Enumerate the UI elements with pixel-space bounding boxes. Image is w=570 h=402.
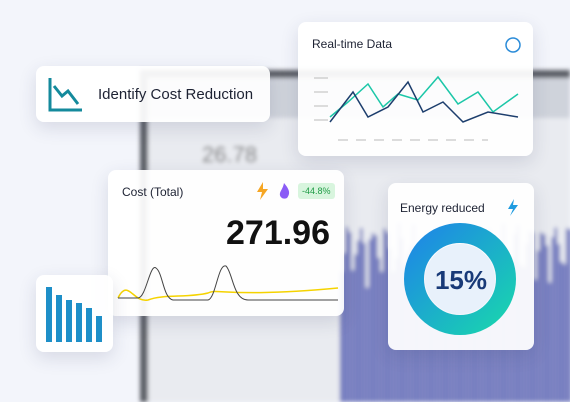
bg-bar	[366, 287, 369, 402]
bg-bar	[374, 235, 377, 402]
bars-card	[36, 275, 113, 352]
bg-bar	[540, 232, 543, 402]
realtime-card: Real-time Data	[298, 22, 533, 156]
bg-bar	[383, 228, 386, 402]
bg-bar	[369, 239, 372, 402]
bg-bar	[534, 279, 537, 402]
bg-bar	[360, 228, 363, 402]
bg-bar	[566, 228, 569, 402]
bg-bar	[357, 240, 360, 402]
realtime-sparkline	[314, 37, 521, 141]
bg-bar	[351, 270, 354, 402]
card-title: Identify Cost Reduction	[98, 86, 254, 103]
bg-bar	[545, 245, 549, 402]
bg-bar	[557, 244, 560, 402]
card-title: Energy reduced	[400, 201, 485, 215]
trend-down-icon	[48, 78, 82, 112]
bg-bar	[551, 237, 554, 402]
energy-value: 15%	[434, 265, 488, 295]
bg-bar	[371, 233, 375, 402]
energy-card: Energy reduced 15%	[388, 183, 534, 350]
bg-bar	[377, 257, 380, 402]
cost-card: Cost (Total) -44.8% 271.96	[108, 170, 344, 316]
cost-value: 271.96	[226, 214, 330, 252]
bg-metric: 26.78	[202, 142, 257, 167]
card-title: Cost (Total)	[122, 185, 184, 199]
bg-bar	[363, 242, 366, 402]
bg-bar	[345, 226, 348, 402]
bg-bar	[548, 282, 551, 402]
bg-bar	[537, 250, 540, 402]
cost-reduction-card: Identify Cost Reduction	[36, 66, 270, 122]
bars-icon	[46, 287, 102, 342]
bg-bar	[348, 232, 351, 402]
bg-bar	[354, 254, 357, 402]
bg-bar	[560, 261, 563, 402]
bg-bar	[543, 234, 546, 402]
bg-bar	[563, 264, 566, 402]
energy-donut	[404, 199, 518, 335]
change-badge: -44.8%	[298, 183, 335, 199]
bg-bar	[554, 227, 557, 402]
bg-bar	[340, 272, 343, 402]
bg-bar	[386, 232, 389, 402]
card-title: Real-time Data	[312, 37, 393, 51]
energy-icons	[257, 182, 290, 200]
bg-bar	[342, 253, 346, 402]
bg-bar	[380, 271, 383, 402]
cost-sparkline	[117, 265, 339, 301]
